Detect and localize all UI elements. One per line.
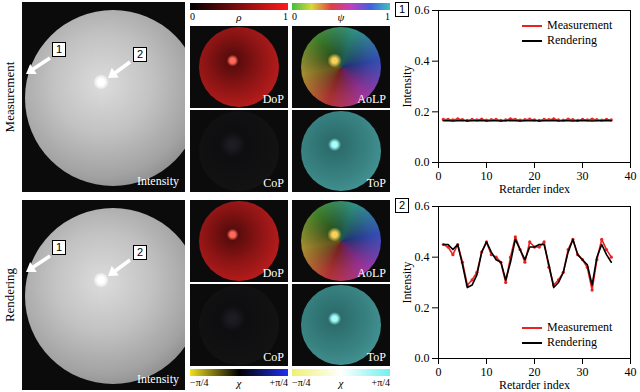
html-text:+π/4: +π/4: [371, 377, 390, 388]
html-text:CoP: CoP: [263, 350, 284, 364]
svg-text:0.2: 0.2: [415, 301, 430, 315]
html-text:AoLP: AoLP: [357, 266, 386, 280]
svg-text:Intensity: Intensity: [400, 66, 414, 108]
svg-text:30: 30: [577, 169, 589, 183]
svg-text:0.4: 0.4: [415, 250, 430, 264]
html-text:DoP: DoP: [262, 92, 284, 106]
html-text:Rendering: Rendering: [547, 335, 597, 349]
svg-text:0.6: 0.6: [415, 199, 430, 213]
svg-text:0.0: 0.0: [415, 155, 430, 169]
svg-text:0: 0: [436, 365, 442, 379]
svg-text:10: 10: [481, 169, 493, 183]
html-text:+π/4: +π/4: [269, 377, 288, 388]
svg-text:Retarder index: Retarder index: [499, 182, 570, 196]
html-text:CoP: CoP: [263, 176, 284, 190]
html-text:Measurement: Measurement: [547, 18, 613, 32]
html-text:0: 0: [190, 11, 195, 22]
svg-text:0.2: 0.2: [415, 105, 430, 119]
html-text:1: 1: [283, 11, 288, 22]
html-text:1: 1: [398, 3, 406, 15]
html-text:Intensity: Intensity: [137, 372, 179, 386]
svg-text:0: 0: [436, 169, 442, 183]
svg-text:40: 40: [625, 365, 637, 379]
html-text:ToP: ToP: [366, 176, 386, 190]
html-text:2: 2: [136, 246, 144, 258]
html-text:1: 1: [385, 11, 390, 22]
html-text:Rendering: Rendering: [547, 33, 597, 47]
html-text:DoP: DoP: [262, 266, 284, 280]
svg-text:40: 40: [625, 169, 637, 183]
html-text:1: 1: [55, 43, 63, 55]
html-text:AoLP: AoLP: [357, 92, 386, 106]
svg-text:10: 10: [481, 365, 493, 379]
html-text:−π/4: −π/4: [190, 377, 209, 388]
html-text:2: 2: [136, 48, 144, 60]
html-text:−π/4: −π/4: [292, 377, 311, 388]
html-text:2: 2: [398, 199, 406, 211]
html-text:Rendering: Rendering: [2, 267, 17, 323]
svg-text:0.4: 0.4: [415, 54, 430, 68]
svg-text:Intensity: Intensity: [400, 262, 414, 304]
html-text:0: 0: [292, 11, 297, 22]
svg-text:0.6: 0.6: [415, 3, 430, 17]
html-text:χ: χ: [338, 377, 344, 389]
html-text:Measurement: Measurement: [547, 320, 613, 334]
html-text:ψ: ψ: [337, 11, 345, 23]
svg-text:30: 30: [577, 365, 589, 379]
svg-text:Retarder index: Retarder index: [499, 378, 570, 392]
svg-text:0.0: 0.0: [415, 351, 430, 365]
svg-text:20: 20: [528, 169, 541, 183]
html-text:Measurement: Measurement: [2, 61, 17, 133]
html-text:ToP: ToP: [366, 350, 386, 364]
html-text:Intensity: Intensity: [137, 174, 179, 188]
svg-text:20: 20: [528, 365, 541, 379]
html-text:χ: χ: [236, 377, 242, 389]
html-text:ρ: ρ: [236, 11, 242, 23]
html-text:1: 1: [55, 241, 63, 253]
